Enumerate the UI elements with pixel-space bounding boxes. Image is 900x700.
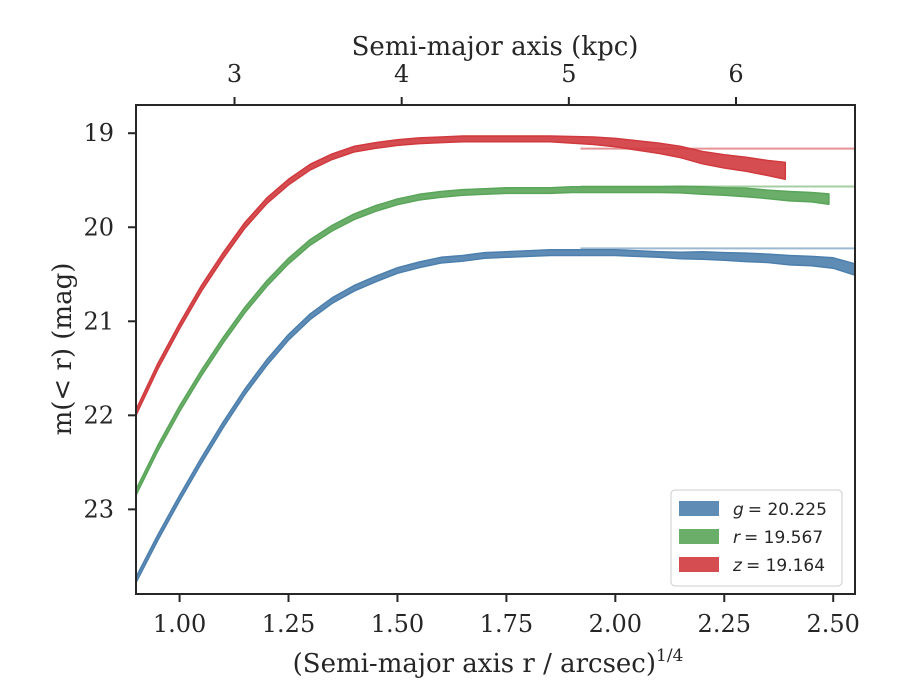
legend-value: = 19.567 [744,528,823,548]
x-axis-label-text: (Semi-major axis r / arcsec) [293,649,656,679]
series-r [135,185,855,497]
legend-swatch-z [679,557,719,572]
top-axis-label: Semi-major axis (kpc) [352,32,639,62]
y-tick-label: 21 [83,307,114,335]
legend-var: z [732,556,743,576]
y-axis-label: m(< r) (mag) [48,263,78,436]
top-tick-label: 6 [728,60,743,88]
plot-frame [135,104,856,595]
top-x-axis: 3 4 5 6 [227,60,744,105]
top-tick-label: 3 [227,60,242,88]
band-r [135,185,830,497]
x-tick-label: 2.50 [806,610,859,638]
legend-var: r [733,528,741,548]
x-tick-label: 2.25 [698,610,751,638]
top-tick-label: 4 [394,60,409,88]
y-tick-label: 19 [83,119,114,147]
y-tick-label: 22 [83,401,114,429]
x-tick-label: 1.50 [371,610,424,638]
series-z [135,135,855,417]
x-tick-label: 1.75 [480,610,533,638]
legend-value: = 19.164 [746,556,825,576]
y-tick-label: 20 [83,213,114,241]
x-tick-label: 1.00 [153,610,206,638]
y-tick-label: 23 [83,495,114,523]
legend-swatch-r [679,529,719,544]
x-axis-label: (Semi-major axis r / arcsec)1/4 [293,646,684,679]
x-tick-label: 1.25 [262,610,315,638]
top-tick-label: 5 [561,60,576,88]
x-tick-label: 2.00 [589,610,642,638]
x-axis-label-exponent: 1/4 [656,646,683,666]
band-z [135,135,787,417]
legend-value: = 20.225 [748,500,827,520]
bottom-x-axis: 1.00 1.25 1.50 1.75 2.00 2.25 2.50 [153,594,860,638]
series-layer [135,135,856,584]
y-axis: 19 20 21 22 23 [83,119,136,523]
legend-label-g: g = 20.225 [733,500,827,520]
legend-var: g [733,500,744,520]
legend-label-r: r = 19.567 [733,528,823,548]
legend-swatch-g [679,501,719,516]
legend-label-z: z = 19.164 [732,556,825,576]
